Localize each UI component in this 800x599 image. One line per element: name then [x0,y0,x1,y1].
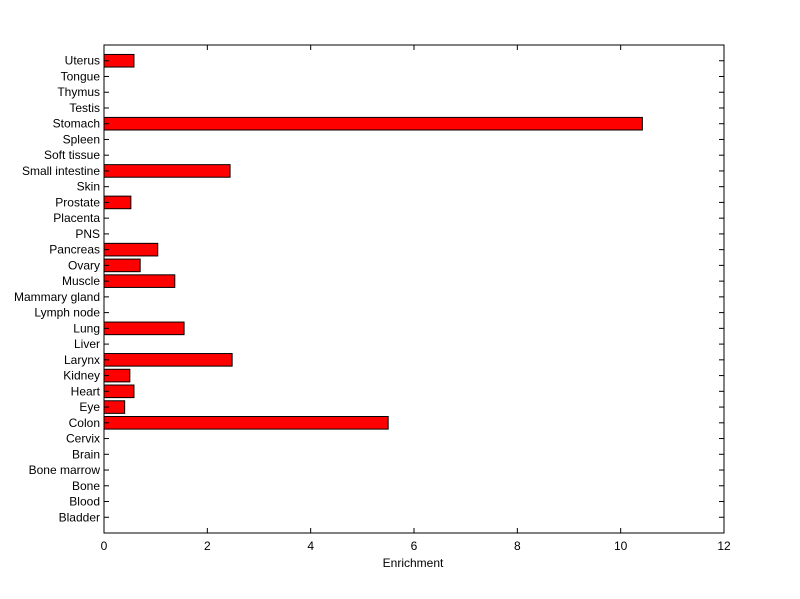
y-tick-label: Bladder [59,510,100,524]
y-tick-label: Stomach [53,117,100,131]
y-tick-label: Eye [79,400,100,414]
bar-colon [103,416,389,430]
y-tick-label: Lymph node [34,306,100,320]
x-tick-label: 12 [717,539,731,553]
bar-small-intestine [103,164,231,178]
y-tick-label: Small intestine [22,164,100,178]
y-tick-label: Muscle [62,274,100,288]
y-tick-label: Lung [73,321,100,335]
y-tick-label: Colon [69,416,100,430]
y-tick-label: Mammary gland [14,290,100,304]
y-tick-label: Tongue [61,69,101,83]
x-tick-label: 0 [101,539,108,553]
y-tick-label: Liver [74,337,100,351]
y-tick-label: Brain [72,447,100,461]
x-tick-label: 4 [307,539,314,553]
bar-lung [103,321,185,336]
y-tick-label: Soft tissue [44,148,100,162]
y-tick-label: Placenta [53,211,100,225]
x-axis-label: Enrichment [383,556,444,570]
x-tick-label: 2 [204,539,211,553]
y-tick-label: Skin [77,180,100,194]
y-tick-label: Blood [69,495,100,509]
bar-pancreas [103,242,159,257]
y-tick-label: Heart [71,384,101,398]
bar-stomach [103,116,643,131]
bars-group [103,53,643,430]
x-tick-label: 6 [411,539,418,553]
x-tick-label: 10 [614,539,628,553]
y-tick-label: Spleen [63,132,100,146]
x-tick-label: 8 [514,539,521,553]
y-tick-label: Testis [69,101,100,115]
y-tick-label: Bone marrow [29,463,101,477]
y-tick-label: Ovary [68,258,100,272]
y-tick-label: Pancreas [49,243,100,257]
y-tick-label: Cervix [66,432,100,446]
y-tick-label: PNS [75,227,100,241]
y-tick-label: Bone [72,479,100,493]
y-tick-label: Kidney [63,369,100,383]
y-tick-label: Prostate [55,195,100,209]
y-tick-label: Thymus [57,85,100,99]
bar-muscle [103,274,176,288]
bar-larynx [103,353,233,367]
bar-ovary [103,258,141,273]
y-tick-label: Uterus [65,54,100,68]
x-ticks-group: 0 2 4 6 8 10 12 [101,45,731,553]
y-tick-label: Larynx [64,353,100,367]
